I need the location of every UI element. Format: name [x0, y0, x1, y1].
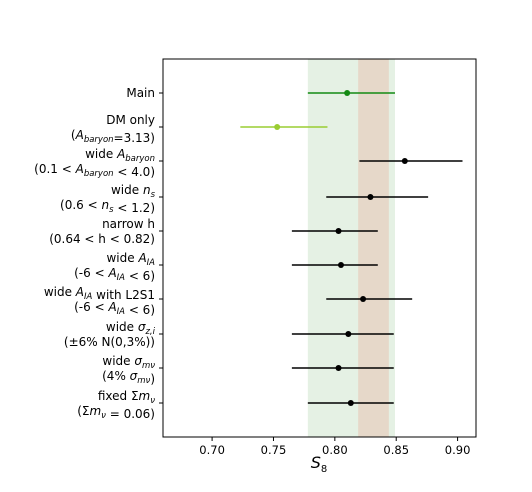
- y-tick-label: wide Abaryon: [85, 147, 155, 164]
- data-point: [335, 228, 342, 234]
- x-axis-label: S8: [311, 453, 328, 475]
- y-tick-label: wide σz,i: [106, 320, 156, 337]
- data-point: [347, 400, 354, 406]
- y-tick-label: (4% σmν): [102, 369, 155, 386]
- series: [240, 90, 463, 406]
- x-tick-label: 0.75: [261, 443, 287, 457]
- y-tick-label: wide ns: [111, 183, 156, 200]
- x-tick-label: 0.85: [383, 443, 409, 457]
- data-point: [345, 331, 352, 337]
- y-tick-label: (0.6 < ns < 1.2): [60, 198, 155, 215]
- y-tick-label: wide AIA with L2S1: [44, 285, 155, 302]
- x-tick-label: 0.90: [445, 443, 471, 457]
- y-tick-label: (-6 < AIA < 6): [74, 300, 155, 317]
- data-point: [401, 158, 408, 164]
- y-tick-label: Main: [126, 86, 155, 100]
- data-point: [335, 365, 342, 371]
- data-point: [274, 124, 281, 130]
- y-tick-label: wide σmν: [102, 354, 155, 371]
- y-tick-label: (0.64 < h < 0.82): [49, 232, 155, 246]
- x-tick-label: 0.80: [322, 443, 348, 457]
- y-tick-label: (Σmν = 0.06): [77, 404, 155, 421]
- tan-band: [358, 59, 389, 437]
- plot-frame: [162, 58, 477, 438]
- data-point: [337, 262, 344, 268]
- y-tick-label: (±6% N(0,3%)): [64, 335, 155, 349]
- y-tick-label: narrow h: [102, 217, 155, 231]
- data-point: [344, 90, 351, 96]
- y-tick-label: fixed Σmν: [98, 389, 155, 406]
- y-tick-label: wide AIA: [106, 251, 155, 268]
- y-tick-label: (-6 < AIA < 6): [74, 266, 155, 283]
- y-tick-label: (0.1 < Abaryon < 4.0): [34, 162, 155, 179]
- data-point: [367, 194, 374, 200]
- y-tick-label: (Abaryon=3.13): [71, 128, 155, 145]
- x-tick-label: 0.70: [199, 443, 225, 457]
- data-point: [360, 296, 367, 302]
- x-axis: 0.70 0.75 0.80 0.85 0.90: [199, 437, 470, 457]
- y-tick-label: DM only: [106, 113, 155, 127]
- bands: [307, 59, 395, 437]
